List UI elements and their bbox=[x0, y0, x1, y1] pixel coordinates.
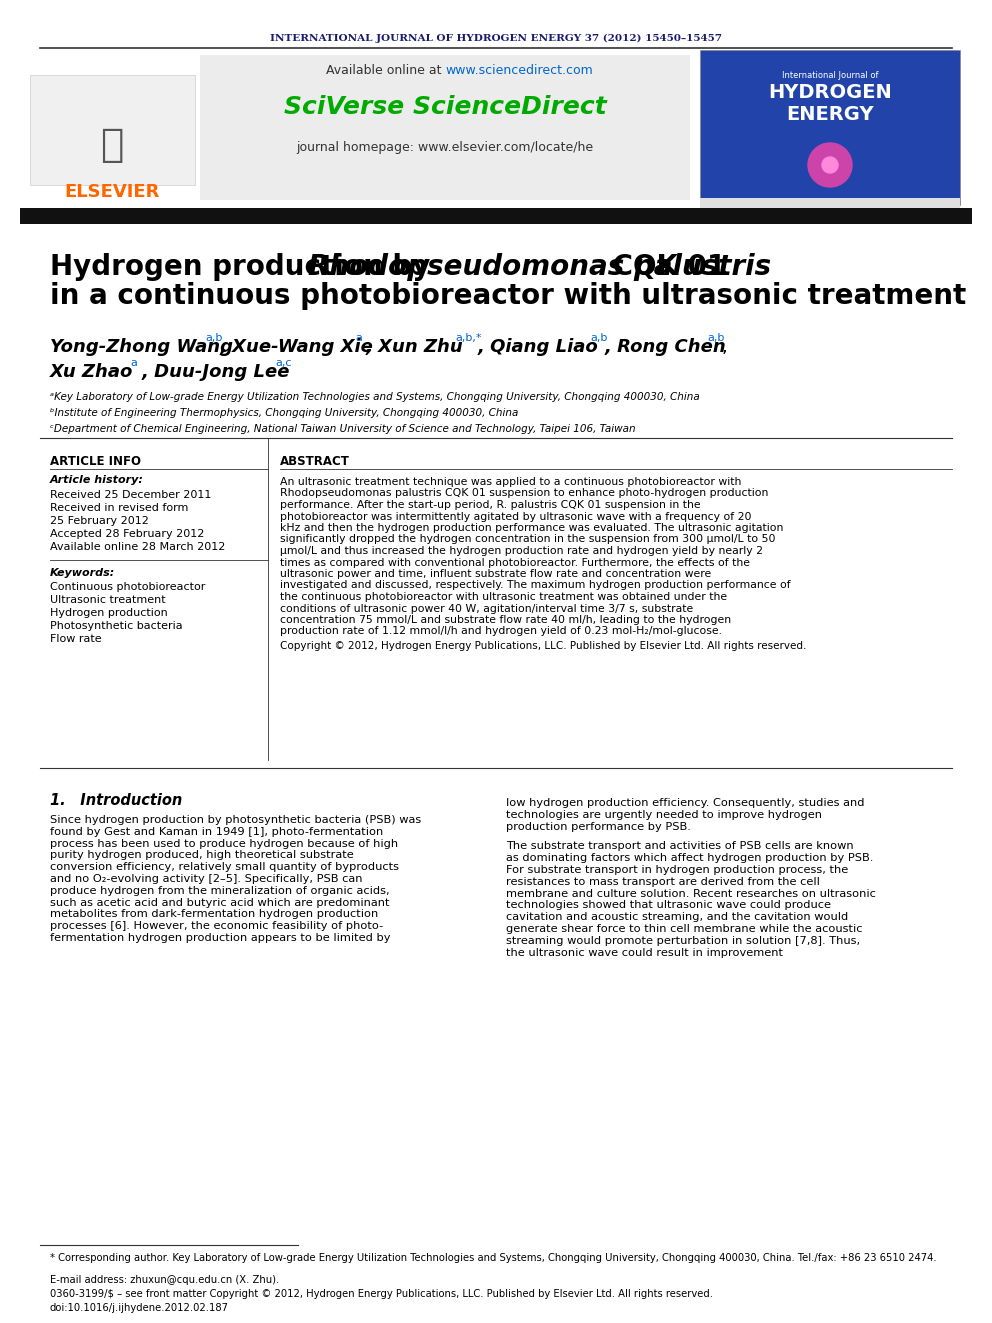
Text: found by Gest and Kaman in 1949 [1], photo-fermentation: found by Gest and Kaman in 1949 [1], pho… bbox=[50, 827, 383, 837]
Text: membrane and culture solution. Recent researches on ultrasonic: membrane and culture solution. Recent re… bbox=[506, 889, 876, 898]
Text: Hydrogen production: Hydrogen production bbox=[50, 609, 168, 618]
Text: a,b: a,b bbox=[707, 333, 724, 343]
Text: , Xue-Wang Xie: , Xue-Wang Xie bbox=[220, 337, 374, 356]
Text: metabolites from dark-fermentation hydrogen production: metabolites from dark-fermentation hydro… bbox=[50, 909, 378, 919]
Text: Rhodopseudomonas palustris CQK 01 suspension to enhance photo-hydrogen productio: Rhodopseudomonas palustris CQK 01 suspen… bbox=[280, 488, 769, 499]
Text: technologies showed that ultrasonic wave could produce: technologies showed that ultrasonic wave… bbox=[506, 901, 831, 910]
Text: a,b: a,b bbox=[205, 333, 222, 343]
Text: fermentation hydrogen production appears to be limited by: fermentation hydrogen production appears… bbox=[50, 933, 391, 943]
Text: conditions of ultrasonic power 40 W, agitation/interval time 3/7 s, substrate: conditions of ultrasonic power 40 W, agi… bbox=[280, 603, 693, 614]
Text: Available online 28 March 2012: Available online 28 March 2012 bbox=[50, 542, 225, 552]
Text: ARTICLE INFO: ARTICLE INFO bbox=[50, 455, 141, 468]
FancyBboxPatch shape bbox=[20, 208, 972, 224]
Text: ᵇInstitute of Engineering Thermophysics, Chongqing University, Chongqing 400030,: ᵇInstitute of Engineering Thermophysics,… bbox=[50, 407, 519, 418]
Text: The substrate transport and activities of PSB cells are known: The substrate transport and activities o… bbox=[506, 841, 854, 852]
Text: as dominating factors which affect hydrogen production by PSB.: as dominating factors which affect hydro… bbox=[506, 853, 873, 863]
Text: ᵃKey Laboratory of Low-grade Energy Utilization Technologies and Systems, Chongq: ᵃKey Laboratory of Low-grade Energy Util… bbox=[50, 392, 699, 402]
FancyBboxPatch shape bbox=[200, 56, 690, 200]
Text: kHz and then the hydrogen production performance was evaluated. The ultrasonic a: kHz and then the hydrogen production per… bbox=[280, 523, 784, 533]
Text: , Qiang Liao: , Qiang Liao bbox=[478, 337, 599, 356]
FancyBboxPatch shape bbox=[30, 75, 195, 185]
Text: Since hydrogen production by photosynthetic bacteria (PSB) was: Since hydrogen production by photosynthe… bbox=[50, 815, 422, 826]
Text: streaming would promote perturbation in solution [7,8]. Thus,: streaming would promote perturbation in … bbox=[506, 935, 860, 946]
Text: times as compared with conventional photobioreactor. Furthermore, the effects of: times as compared with conventional phot… bbox=[280, 557, 750, 568]
Text: photobioreactor was intermittently agitated by ultrasonic wave with a frequency : photobioreactor was intermittently agita… bbox=[280, 512, 752, 521]
Text: doi:10.1016/j.ijhydene.2012.02.187: doi:10.1016/j.ijhydene.2012.02.187 bbox=[50, 1303, 229, 1312]
Text: Ultrasonic treatment: Ultrasonic treatment bbox=[50, 595, 166, 605]
Text: a: a bbox=[355, 333, 362, 343]
Text: Keywords:: Keywords: bbox=[50, 568, 115, 578]
Text: 25 February 2012: 25 February 2012 bbox=[50, 516, 149, 527]
Text: production performance by PSB.: production performance by PSB. bbox=[506, 822, 690, 832]
Text: the ultrasonic wave could result in improvement: the ultrasonic wave could result in impr… bbox=[506, 947, 783, 958]
Text: purity hydrogen produced, high theoretical substrate: purity hydrogen produced, high theoretic… bbox=[50, 851, 354, 860]
Text: resistances to mass transport are derived from the cell: resistances to mass transport are derive… bbox=[506, 877, 819, 886]
Text: SciVerse ScienceDirect: SciVerse ScienceDirect bbox=[284, 95, 606, 119]
Text: process has been used to produce hydrogen because of high: process has been used to produce hydroge… bbox=[50, 839, 398, 848]
Text: Copyright © 2012, Hydrogen Energy Publications, LLC. Published by Elsevier Ltd. : Copyright © 2012, Hydrogen Energy Public… bbox=[280, 642, 806, 651]
Text: HYDROGEN: HYDROGEN bbox=[768, 83, 892, 102]
Text: INTERNATIONAL JOURNAL OF HYDROGEN ENERGY 37 (2012) 15450–15457: INTERNATIONAL JOURNAL OF HYDROGEN ENERGY… bbox=[270, 33, 722, 42]
Text: ABSTRACT: ABSTRACT bbox=[280, 455, 350, 468]
Text: technologies are urgently needed to improve hydrogen: technologies are urgently needed to impr… bbox=[506, 810, 822, 820]
Text: investigated and discussed, respectively. The maximum hydrogen production perfor: investigated and discussed, respectively… bbox=[280, 581, 791, 590]
Text: Rhodopseudomonas palustris: Rhodopseudomonas palustris bbox=[308, 253, 771, 280]
Text: 1. Introduction: 1. Introduction bbox=[50, 792, 183, 808]
Text: E-mail address: zhuxun@cqu.edu.cn (X. Zhu).: E-mail address: zhuxun@cqu.edu.cn (X. Zh… bbox=[50, 1275, 280, 1285]
Text: the continuous photobioreactor with ultrasonic treatment was obtained under the: the continuous photobioreactor with ultr… bbox=[280, 591, 727, 602]
Text: CQK 01: CQK 01 bbox=[603, 253, 726, 280]
Text: Received in revised form: Received in revised form bbox=[50, 503, 188, 513]
Text: , Rong Chen: , Rong Chen bbox=[605, 337, 727, 356]
Text: ᶜDepartment of Chemical Engineering, National Taiwan University of Science and T: ᶜDepartment of Chemical Engineering, Nat… bbox=[50, 423, 636, 434]
Text: Xu Zhao: Xu Zhao bbox=[50, 363, 133, 381]
Text: a: a bbox=[130, 359, 137, 368]
Text: production rate of 1.12 mmol/l/h and hydrogen yield of 0.23 mol-H₂/mol-glucose.: production rate of 1.12 mmol/l/h and hyd… bbox=[280, 627, 722, 636]
Text: For substrate transport in hydrogen production process, the: For substrate transport in hydrogen prod… bbox=[506, 865, 848, 875]
Text: such as acetic acid and butyric acid which are predominant: such as acetic acid and butyric acid whi… bbox=[50, 897, 390, 908]
FancyBboxPatch shape bbox=[700, 50, 960, 205]
Text: Accepted 28 February 2012: Accepted 28 February 2012 bbox=[50, 529, 204, 538]
Text: Yong-Zhong Wang: Yong-Zhong Wang bbox=[50, 337, 233, 356]
Text: concentration 75 mmol/L and substrate flow rate 40 ml/h, leading to the hydrogen: concentration 75 mmol/L and substrate fl… bbox=[280, 615, 731, 624]
Circle shape bbox=[808, 143, 852, 187]
Text: ELSEVIER: ELSEVIER bbox=[64, 183, 160, 201]
Text: 🌳: 🌳 bbox=[100, 126, 124, 164]
Text: * Corresponding author. Key Laboratory of Low-grade Energy Utilization Technolog: * Corresponding author. Key Laboratory o… bbox=[50, 1253, 936, 1263]
Text: ultrasonic power and time, influent substrate flow rate and concentration were: ultrasonic power and time, influent subs… bbox=[280, 569, 711, 579]
Text: performance. After the start-up period, R. palustris CQK 01 suspension in the: performance. After the start-up period, … bbox=[280, 500, 700, 509]
Text: Continuous photobioreactor: Continuous photobioreactor bbox=[50, 582, 205, 591]
Circle shape bbox=[822, 157, 838, 173]
Text: Available online at: Available online at bbox=[325, 64, 445, 77]
Text: Hydrogen production by: Hydrogen production by bbox=[50, 253, 440, 280]
Text: processes [6]. However, the economic feasibility of photo-: processes [6]. However, the economic fea… bbox=[50, 921, 383, 931]
Text: www.sciencedirect.com: www.sciencedirect.com bbox=[445, 64, 593, 77]
Text: generate shear force to thin cell membrane while the acoustic: generate shear force to thin cell membra… bbox=[506, 923, 862, 934]
Text: Photosynthetic bacteria: Photosynthetic bacteria bbox=[50, 620, 183, 631]
Text: a,b: a,b bbox=[590, 333, 607, 343]
Text: μmol/L and thus increased the hydrogen production rate and hydrogen yield by nea: μmol/L and thus increased the hydrogen p… bbox=[280, 546, 763, 556]
Text: , Duu-Jong Lee: , Duu-Jong Lee bbox=[142, 363, 291, 381]
Text: journal homepage: www.elsevier.com/locate/he: journal homepage: www.elsevier.com/locat… bbox=[297, 142, 593, 155]
Text: low hydrogen production efficiency. Consequently, studies and: low hydrogen production efficiency. Cons… bbox=[506, 798, 864, 808]
Text: a,c: a,c bbox=[275, 359, 292, 368]
Text: Flow rate: Flow rate bbox=[50, 634, 101, 644]
Text: cavitation and acoustic streaming, and the cavitation would: cavitation and acoustic streaming, and t… bbox=[506, 912, 848, 922]
Text: An ultrasonic treatment technique was applied to a continuous photobioreactor wi: An ultrasonic treatment technique was ap… bbox=[280, 478, 741, 487]
Text: produce hydrogen from the mineralization of organic acids,: produce hydrogen from the mineralization… bbox=[50, 886, 390, 896]
Text: in a continuous photobioreactor with ultrasonic treatment: in a continuous photobioreactor with ult… bbox=[50, 282, 966, 310]
Text: ,: , bbox=[722, 337, 728, 356]
Text: significantly dropped the hydrogen concentration in the suspension from 300 μmol: significantly dropped the hydrogen conce… bbox=[280, 534, 776, 545]
Text: Received 25 December 2011: Received 25 December 2011 bbox=[50, 490, 211, 500]
Text: Article history:: Article history: bbox=[50, 475, 144, 486]
FancyBboxPatch shape bbox=[700, 198, 960, 210]
Text: ENERGY: ENERGY bbox=[787, 106, 874, 124]
Text: , Xun Zhu: , Xun Zhu bbox=[366, 337, 463, 356]
Text: and no O₂-evolving activity [2–5]. Specifically, PSB can: and no O₂-evolving activity [2–5]. Speci… bbox=[50, 875, 362, 884]
Text: a,b,*: a,b,* bbox=[455, 333, 481, 343]
Text: conversion efficiency, relatively small quantity of byproducts: conversion efficiency, relatively small … bbox=[50, 863, 399, 872]
Text: International Journal of: International Journal of bbox=[782, 70, 878, 79]
Text: 0360-3199/$ – see front matter Copyright © 2012, Hydrogen Energy Publications, L: 0360-3199/$ – see front matter Copyright… bbox=[50, 1289, 713, 1299]
